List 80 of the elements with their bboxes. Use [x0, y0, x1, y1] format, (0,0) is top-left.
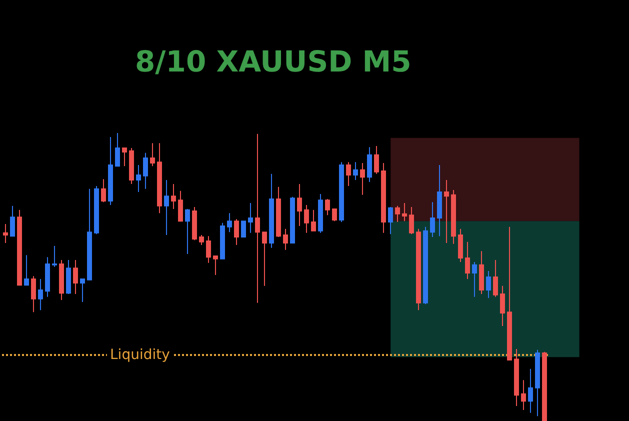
candlestick — [528, 368, 533, 414]
candlestick — [199, 234, 204, 246]
candlestick — [164, 179, 169, 236]
candlestick — [388, 206, 393, 235]
candlestick — [472, 262, 477, 298]
candlestick — [241, 220, 246, 238]
candlestick — [325, 198, 330, 216]
candlestick — [458, 228, 463, 263]
candlestick — [31, 276, 36, 313]
candlestick — [409, 206, 414, 235]
candlestick — [430, 202, 435, 238]
candlestick — [150, 142, 155, 167]
candlestick — [206, 236, 211, 264]
candlestick — [10, 205, 15, 237]
candlestick — [262, 232, 267, 286]
candlestick — [360, 162, 365, 196]
candlestick — [108, 136, 113, 206]
candlestick — [3, 224, 8, 244]
candlestick — [220, 222, 225, 260]
candlestick — [346, 162, 351, 186]
candlestick — [514, 348, 519, 407]
candlestick — [297, 183, 302, 227]
candlestick — [185, 208, 190, 254]
candlestick — [129, 147, 134, 184]
chart-title: 8/10 XAUUSD M5 — [135, 44, 412, 78]
candlestick — [493, 260, 498, 298]
ref-line-label: Liquidity — [110, 346, 170, 363]
candlestick — [192, 206, 197, 241]
candlestick — [276, 186, 281, 238]
candlestick — [521, 380, 526, 411]
candlestick — [178, 190, 183, 222]
candlestick — [101, 178, 106, 203]
candlestick — [115, 132, 120, 167]
candlestick — [52, 245, 57, 268]
candlestick — [290, 196, 295, 244]
candlestick — [339, 162, 344, 222]
candlestick — [444, 179, 449, 244]
candlestick — [143, 152, 148, 190]
candlestick — [437, 164, 442, 237]
candlestick — [234, 218, 239, 246]
candlestick — [486, 270, 491, 299]
candlestick — [318, 194, 323, 234]
candlestick — [94, 185, 99, 235]
candlestick — [255, 133, 260, 304]
candlestick — [451, 190, 456, 244]
candlestick — [423, 226, 428, 305]
candlestick — [479, 250, 484, 294]
candlestick — [381, 162, 386, 234]
candlestick — [395, 205, 400, 222]
candlestick — [24, 254, 29, 286]
candlestick — [227, 212, 232, 233]
candlestick — [542, 351, 547, 421]
candlestick — [171, 183, 176, 210]
candlestick — [87, 188, 92, 280]
candlestick — [17, 209, 22, 286]
candlestick — [157, 142, 162, 214]
candlestick — [332, 208, 337, 222]
candlestick — [367, 146, 372, 182]
candlestick — [374, 145, 379, 174]
candlestick — [269, 173, 274, 248]
candlestick — [311, 209, 316, 232]
candlestick — [80, 278, 85, 303]
candlestick — [416, 228, 421, 311]
candlestick — [353, 162, 358, 180]
candlestick — [66, 260, 71, 294]
candlestick — [213, 255, 218, 276]
candlestick — [283, 228, 288, 250]
candlestick — [136, 164, 141, 193]
candlestick — [59, 260, 64, 301]
candlestick — [507, 226, 512, 360]
candlestick — [38, 278, 43, 311]
candlestick — [500, 285, 505, 326]
candlestick — [122, 147, 127, 167]
candlestick — [535, 349, 540, 417]
candlestick — [45, 256, 50, 298]
candlestick — [465, 241, 470, 280]
candlestick — [402, 202, 407, 222]
candlestick — [304, 204, 309, 234]
candlestick — [248, 202, 253, 234]
candlestick — [73, 260, 78, 294]
